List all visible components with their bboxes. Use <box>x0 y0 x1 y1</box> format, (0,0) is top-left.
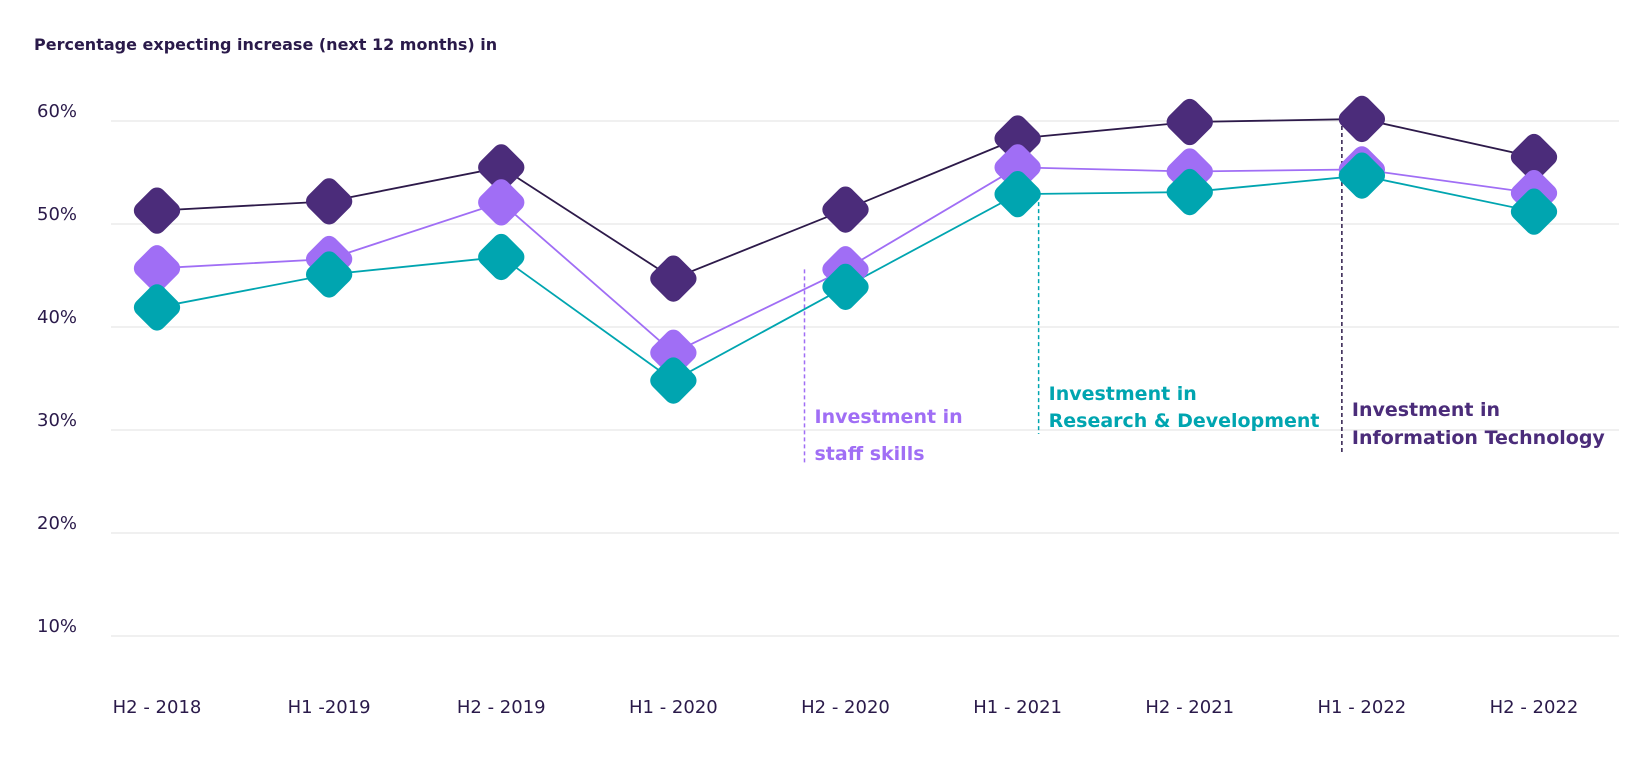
data-point-it <box>305 178 353 225</box>
x-tick-label: H2 - 2022 <box>1490 697 1579 718</box>
data-point-it <box>822 186 869 233</box>
annotation-label-it: Investment in <box>1352 399 1500 421</box>
x-tick-label: H2 - 2018 <box>113 697 202 718</box>
y-tick-label: 50% <box>37 204 77 225</box>
x-tick-label: H1 - 2020 <box>629 697 718 718</box>
data-point-it <box>1166 98 1213 146</box>
y-tick-label: 10% <box>37 616 77 637</box>
x-tick-label: H1 -2019 <box>288 697 371 718</box>
annotation-label-rd: Research & Development <box>1049 410 1320 432</box>
x-tick-label: H1 - 2021 <box>973 697 1062 718</box>
data-point-it <box>650 255 697 302</box>
y-tick-label: 20% <box>37 513 77 534</box>
x-tick-label: H1 - 2022 <box>1318 697 1407 718</box>
data-point-it <box>994 115 1041 162</box>
y-tick-label: 60% <box>37 101 77 122</box>
annotation-label-staff: staff skills <box>815 443 925 465</box>
x-tick-label: H2 - 2019 <box>457 697 546 718</box>
data-point-staff <box>478 179 525 226</box>
data-point-rd <box>994 170 1041 218</box>
annotation-label-staff: Investment in <box>815 406 963 428</box>
x-tick-label: H2 - 2021 <box>1145 697 1234 718</box>
data-point-rd <box>822 263 869 310</box>
data-point-it <box>133 187 181 234</box>
x-tick-label: H2 - 2020 <box>801 697 890 718</box>
y-tick-label: 30% <box>37 410 77 431</box>
data-point-rd <box>1338 152 1386 199</box>
data-point-staff <box>650 329 697 376</box>
data-point-it <box>478 144 525 191</box>
data-point-staff <box>133 245 181 292</box>
data-point-it <box>1510 133 1558 181</box>
annotation-label-it: Information Technology <box>1352 427 1606 449</box>
data-point-rd <box>478 233 525 281</box>
data-point-rd <box>1166 168 1213 216</box>
data-point-rd <box>650 357 697 404</box>
chart-title: Percentage expecting increase (next 12 m… <box>34 35 497 54</box>
data-point-it <box>1338 95 1386 143</box>
data-point-rd <box>1510 188 1558 235</box>
data-point-rd <box>305 251 353 298</box>
annotation-label-rd: Investment in <box>1049 383 1197 405</box>
data-point-rd <box>133 284 181 331</box>
y-tick-label: 40% <box>37 307 77 328</box>
